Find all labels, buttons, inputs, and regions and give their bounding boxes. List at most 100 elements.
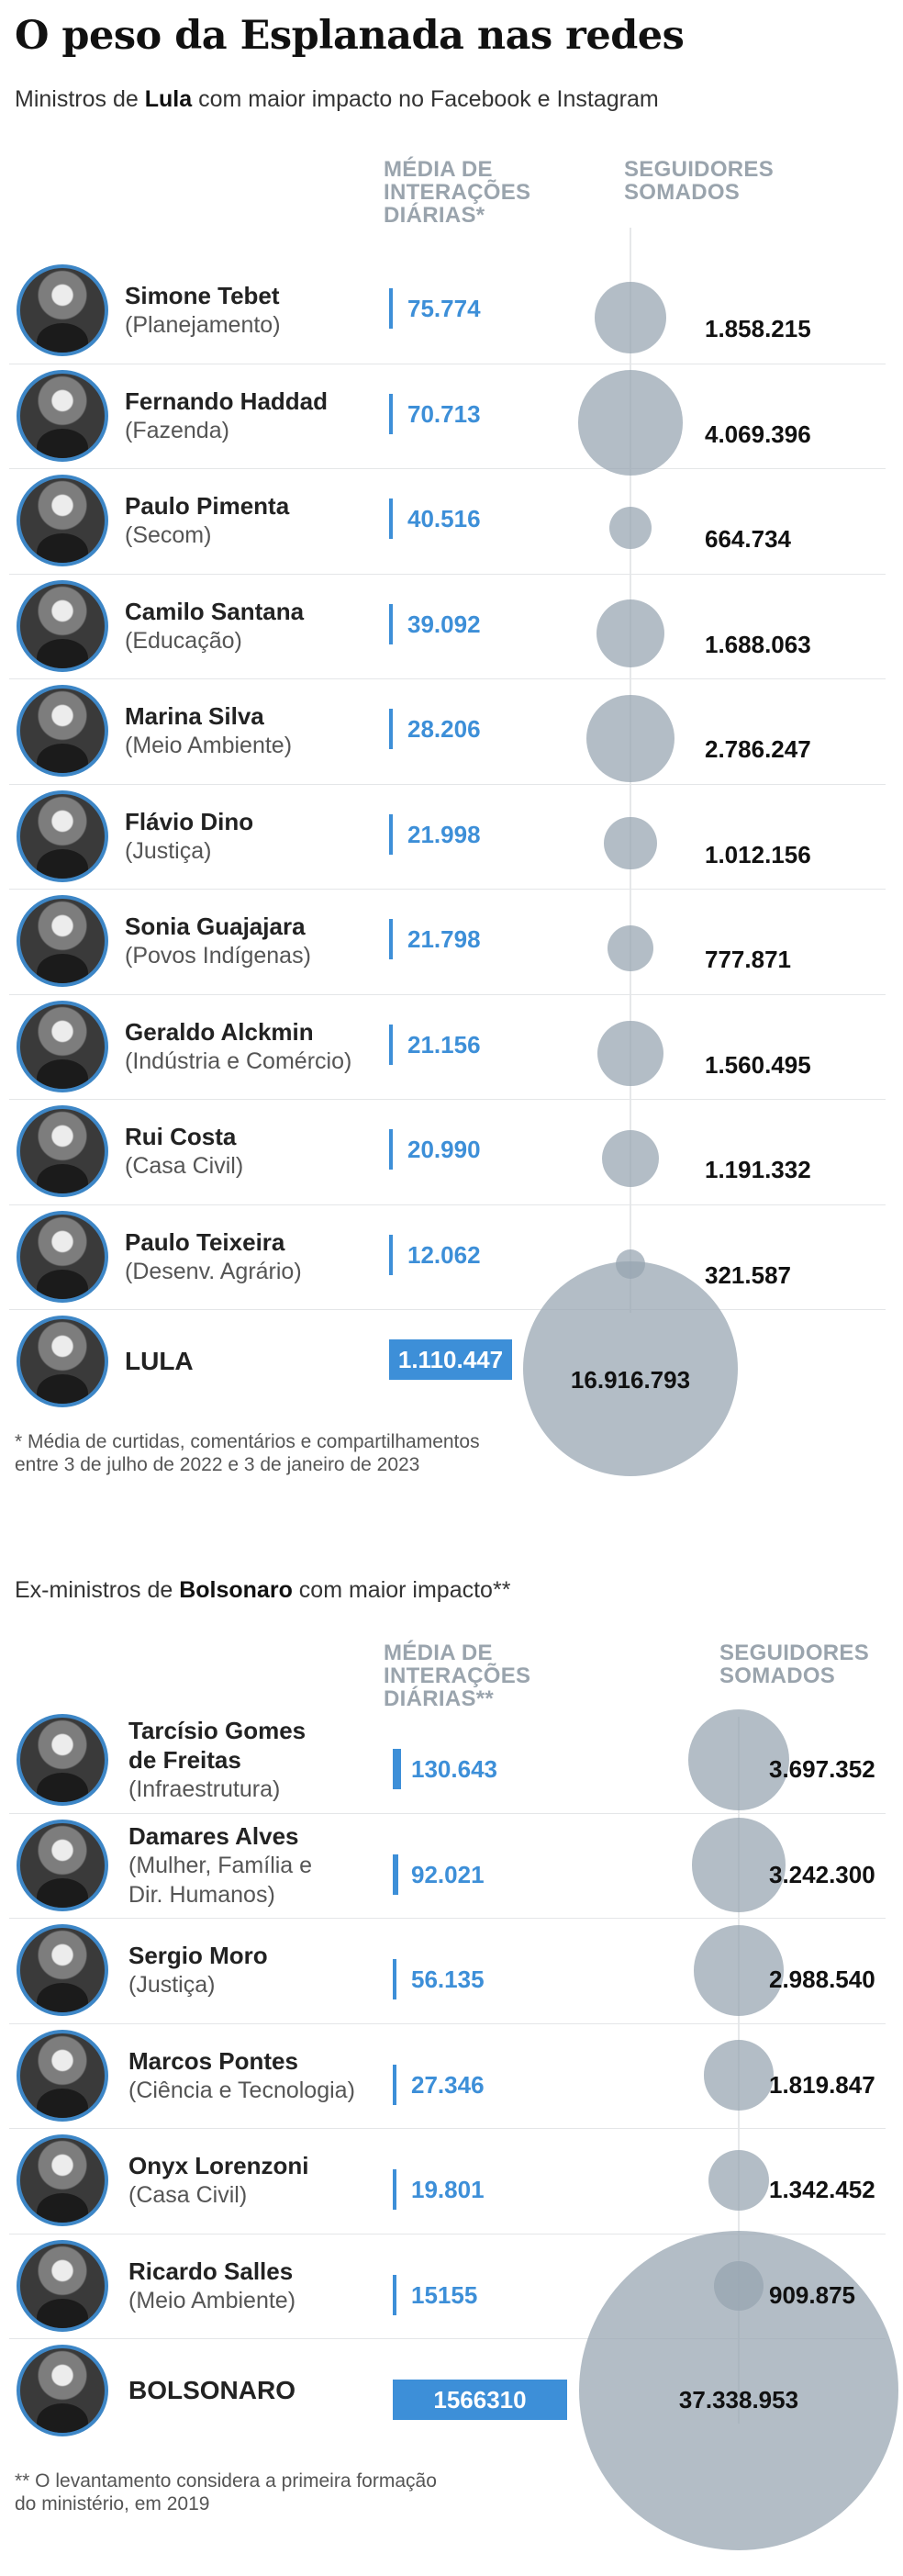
followers-bubble-fernando-haddad xyxy=(577,370,684,476)
followers-bubble-geraldo-alckmin xyxy=(597,1021,663,1087)
followers-bubble-paulo-pimenta xyxy=(608,507,652,550)
ministry-marcos-pontes: (Ciência e Tecnologia) xyxy=(128,2077,355,2103)
interaction-bar-paulo-pimenta xyxy=(389,498,393,540)
followers-value-paulo-teixeira: 321.587 xyxy=(705,1260,791,1289)
interaction-bar-paulo-teixeira xyxy=(389,1234,393,1275)
avatar-geraldo-alckmin xyxy=(17,1000,108,1092)
followers-value-sergio-moro: 2.988.540 xyxy=(769,1966,875,1994)
interaction-value-marina-silva: 28.206 xyxy=(407,715,481,744)
interaction-bar-marcos-pontes xyxy=(393,2064,396,2105)
followers-bubble-tarcisio-gomes-de-freitas xyxy=(688,1709,789,1811)
avatar-marina-silva xyxy=(17,685,108,778)
interaction-bar-onyx-lorenzoni xyxy=(393,2169,396,2211)
row-separator xyxy=(9,1309,886,1310)
interaction-value-sonia-guajajara: 21.798 xyxy=(407,925,481,954)
interaction-value-rui-costa: 20.990 xyxy=(407,1136,481,1164)
avatar-simone-tebet xyxy=(17,264,108,357)
name-geraldo-alckmin: Geraldo Alckmin xyxy=(125,1017,314,1046)
interaction-bar-damares-alves xyxy=(393,1854,399,1895)
interaction-value-marcos-pontes: 27.346 xyxy=(411,2070,485,2099)
name-onyx-lorenzoni: Onyx Lorenzoni xyxy=(128,2152,309,2180)
followers-value-sonia-guajajara: 777.871 xyxy=(705,946,791,974)
ministry-ricardo-salles: (Meio Ambiente) xyxy=(128,2287,296,2313)
followers-bubble-sonia-guajajara xyxy=(607,925,654,972)
ministry-rui-costa: (Casa Civil) xyxy=(125,1153,244,1180)
followers-bubble-camilo-santana xyxy=(596,599,665,667)
interaction-value-damares-alves: 92.021 xyxy=(411,1860,485,1888)
interaction-value-ricardo-salles: 15155 xyxy=(411,2280,478,2309)
interaction-value-lula: 1.110.447 xyxy=(397,1346,504,1374)
lula-subtitle-prefix: Ministros de xyxy=(15,86,145,112)
followers-value-lula: 16.916.793 xyxy=(570,1366,691,1394)
row-separator xyxy=(9,573,886,575)
avatar-paulo-pimenta xyxy=(17,475,108,567)
avatar-paulo-teixeira xyxy=(17,1210,108,1303)
name-paulo-pimenta: Paulo Pimenta xyxy=(125,492,290,521)
avatar-tarcisio-gomes-de-freitas xyxy=(17,1714,108,1807)
followers-bubble-rui-costa xyxy=(601,1130,660,1188)
interaction-bar-fernando-haddad xyxy=(389,393,393,434)
followers-value-marcos-pontes: 1.819.847 xyxy=(769,2070,875,2099)
followers-bubble-bolsonaro xyxy=(578,2231,899,2551)
interaction-value-geraldo-alckmin: 21.156 xyxy=(407,1030,481,1058)
row-separator xyxy=(9,1204,886,1205)
name-tarcisio-gomes-de-freitas: Tarcísio Gomes de Freitas xyxy=(128,1717,307,1775)
ministry-sergio-moro: (Justiça) xyxy=(128,1972,216,1999)
name-sergio-moro: Sergio Moro xyxy=(128,1942,268,1970)
followers-value-fernando-haddad: 4.069.396 xyxy=(705,420,811,448)
interaction-bar-ricardo-salles xyxy=(393,2274,396,2315)
ministry-marina-silva: (Meio Ambiente) xyxy=(125,733,293,759)
ministry-tarcisio-gomes-de-freitas: (Infraestrutura) xyxy=(128,1776,281,1803)
lula-subtitle-bold: Lula xyxy=(144,86,193,112)
interaction-bar-bolsonaro xyxy=(393,2380,567,2421)
name-sonia-guajajara: Sonia Guajajara xyxy=(125,913,306,941)
avatar-marcos-pontes xyxy=(17,2029,108,2122)
bolsonaro-col-followers-header: SEGUIDORES SOMADOS xyxy=(719,1641,870,1688)
followers-value-geraldo-alckmin: 1.560.495 xyxy=(705,1050,811,1079)
row-separator xyxy=(9,993,886,995)
avatar-damares-alves xyxy=(17,1819,108,1911)
row-separator xyxy=(9,1918,886,1919)
followers-bubble-flavio-dino xyxy=(604,817,657,870)
followers-bubble-simone-tebet xyxy=(595,282,666,354)
avatar-camilo-santana xyxy=(17,579,108,672)
name-damares-alves: Damares Alves xyxy=(128,1821,299,1850)
followers-value-rui-costa: 1.191.332 xyxy=(705,1156,811,1184)
interaction-value-sergio-moro: 56.135 xyxy=(411,1966,485,1994)
ministry-camilo-santana: (Educação) xyxy=(125,627,242,654)
interaction-bar-marina-silva xyxy=(389,709,393,750)
name-simone-tebet: Simone Tebet xyxy=(125,282,280,310)
interaction-bar-simone-tebet xyxy=(389,288,393,330)
followers-value-simone-tebet: 1.858.215 xyxy=(705,315,811,343)
avatar-sonia-guajajara xyxy=(17,895,108,988)
followers-value-marina-silva: 2.786.247 xyxy=(705,735,811,764)
interaction-bar-flavio-dino xyxy=(389,813,393,855)
interaction-bar-tarcisio-gomes-de-freitas xyxy=(393,1749,401,1790)
ministry-paulo-pimenta: (Secom) xyxy=(125,522,212,549)
bolsonaro-col-interactions-header: MÉDIA DE INTERAÇÕES DIÁRIAS** xyxy=(384,1641,531,1711)
interaction-value-paulo-pimenta: 40.516 xyxy=(407,505,481,533)
lula-subtitle: Ministros de Lula com maior impacto no F… xyxy=(15,86,659,113)
avatar-lula xyxy=(17,1316,108,1408)
lula-col-interactions-header: MÉDIA DE INTERAÇÕES DIÁRIAS* xyxy=(384,157,531,228)
lula-footnote: * Média de curtidas, comentários e compa… xyxy=(15,1431,480,1475)
followers-value-camilo-santana: 1.688.063 xyxy=(705,630,811,658)
row-separator xyxy=(9,889,886,890)
avatar-sergio-moro xyxy=(17,1924,108,2017)
followers-bubble-sergio-moro xyxy=(693,1924,785,2016)
interaction-value-onyx-lorenzoni: 19.801 xyxy=(411,2176,485,2204)
ministry-simone-tebet: (Planejamento) xyxy=(125,312,281,339)
avatar-fernando-haddad xyxy=(17,369,108,462)
bolsonaro-subtitle-bold: Bolsonaro xyxy=(179,1577,293,1603)
followers-value-ricardo-salles: 909.875 xyxy=(769,2280,855,2309)
avatar-bolsonaro xyxy=(17,2345,108,2437)
lula-subtitle-suffix: com maior impacto no Facebook e Instagra… xyxy=(192,86,659,112)
followers-value-damares-alves: 3.242.300 xyxy=(769,1860,875,1888)
row-separator xyxy=(9,2338,886,2339)
ministry-onyx-lorenzoni: (Casa Civil) xyxy=(128,2182,248,2209)
interaction-value-flavio-dino: 21.998 xyxy=(407,820,481,848)
interaction-bar-camilo-santana xyxy=(389,603,393,644)
followers-value-tarcisio-gomes-de-freitas: 3.697.352 xyxy=(769,1755,875,1784)
name-bolsonaro: BOLSONARO xyxy=(128,2376,295,2405)
followers-bubble-onyx-lorenzoni xyxy=(708,2150,769,2212)
